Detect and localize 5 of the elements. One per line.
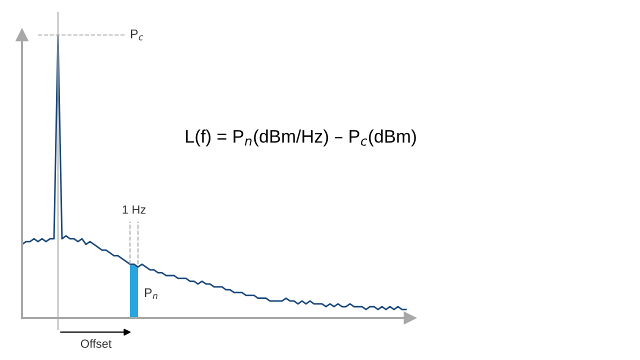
annotation: 1 Hz [122, 206, 146, 214]
series-label: P$_{n}$ [145, 288, 158, 300]
text: Offset [80, 339, 112, 348]
ref-line-label: P$_{c}$ [131, 30, 144, 40]
annotation: L(f) = P$_{n}$(dBm/Hz) – P$_{c}$(dBm) [186, 130, 416, 146]
